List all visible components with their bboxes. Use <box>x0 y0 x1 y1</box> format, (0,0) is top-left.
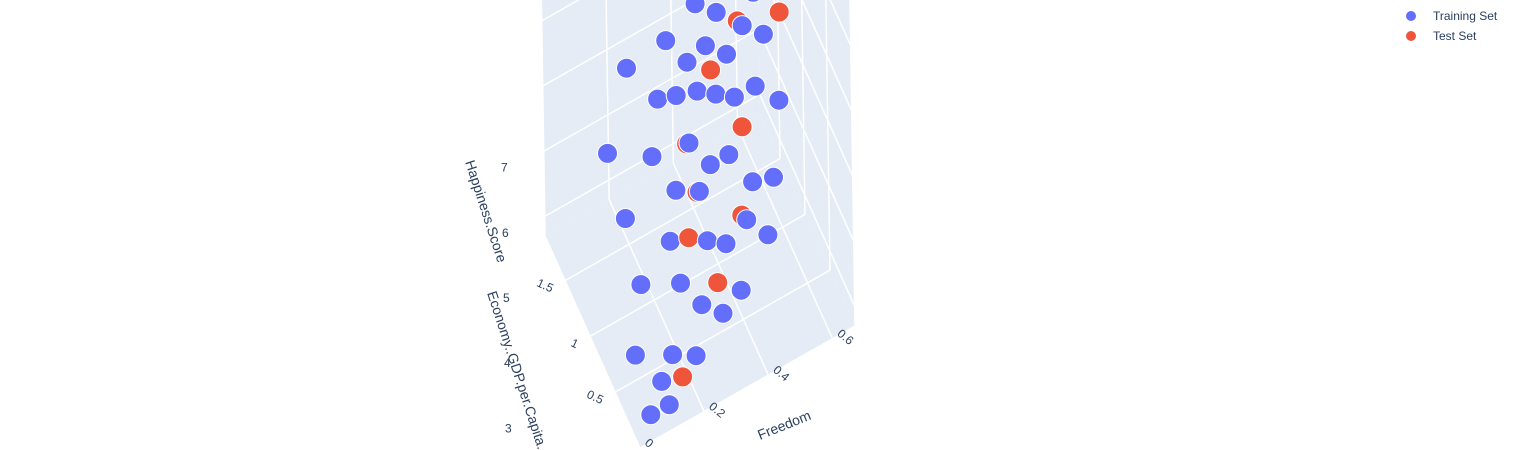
training-point[interactable] <box>731 15 753 37</box>
x-tick-label: 1 <box>569 336 581 352</box>
training-point[interactable] <box>736 209 758 231</box>
x-gridline <box>849 0 856 327</box>
x-tick-label: 0 <box>619 447 631 450</box>
y-gridline <box>670 0 675 164</box>
training-point[interactable] <box>757 224 779 246</box>
test-marker-icon <box>1406 31 1416 41</box>
training-point[interactable] <box>723 86 745 108</box>
y-gridline <box>736 126 834 340</box>
training-point[interactable] <box>768 89 790 111</box>
training-point[interactable] <box>641 146 663 168</box>
z-tick-label: 7 <box>501 161 508 175</box>
z-gridline <box>541 0 580 22</box>
legend-item-test[interactable]: Test Set <box>1400 26 1497 46</box>
axis-panes <box>541 0 855 448</box>
training-point[interactable] <box>686 80 708 102</box>
test-point[interactable] <box>731 116 753 138</box>
y-gridline <box>540 0 546 237</box>
x-gridline <box>614 269 831 393</box>
training-point[interactable] <box>659 230 681 252</box>
training-point[interactable] <box>742 171 764 193</box>
z-tick-label: 5 <box>503 291 510 305</box>
legend: Training Set Test Set <box>1400 6 1497 46</box>
training-point[interactable] <box>678 132 700 154</box>
x-gridline <box>639 325 856 449</box>
training-point[interactable] <box>705 83 727 105</box>
x-tick-label: 1.5 <box>535 276 556 296</box>
test-point[interactable] <box>672 366 694 388</box>
training-point[interactable] <box>743 0 763 3</box>
training-point[interactable] <box>614 208 636 229</box>
y-gridline <box>544 235 641 449</box>
training-point[interactable] <box>752 23 774 45</box>
z-gridline <box>758 28 855 242</box>
z-tick-label: 3 <box>505 421 512 435</box>
legend-item-training[interactable]: Training Set <box>1400 6 1497 26</box>
training-point[interactable] <box>658 394 680 416</box>
test-point[interactable] <box>700 59 722 81</box>
training-point[interactable] <box>730 279 752 301</box>
z-tick-label: 6 <box>502 226 509 240</box>
z-gridline <box>772 0 854 177</box>
floor-pane <box>545 114 855 448</box>
test-point[interactable] <box>768 1 790 23</box>
training-point[interactable] <box>715 233 737 255</box>
legend-label-test: Test Set <box>1433 29 1477 43</box>
z-gridline <box>542 0 696 87</box>
training-point[interactable] <box>616 57 637 79</box>
training-point[interactable] <box>665 85 687 106</box>
training-point[interactable] <box>716 43 737 65</box>
training-point[interactable] <box>630 274 652 296</box>
training-point[interactable] <box>684 0 706 15</box>
training-point[interactable] <box>655 30 677 52</box>
data-points <box>597 0 790 426</box>
z-gridline <box>829 0 852 46</box>
training-point[interactable] <box>744 75 766 97</box>
training-point[interactable] <box>662 344 684 366</box>
training-point[interactable] <box>691 294 713 316</box>
test-point[interactable] <box>707 272 729 294</box>
training-point[interactable] <box>676 51 698 73</box>
legend-label-training: Training Set <box>1433 9 1498 23</box>
training-point[interactable] <box>763 166 784 188</box>
training-point[interactable] <box>685 345 707 367</box>
training-point[interactable] <box>624 344 646 366</box>
training-point[interactable] <box>699 154 721 176</box>
training-point[interactable] <box>712 302 734 324</box>
training-point[interactable] <box>705 1 727 23</box>
training-point[interactable] <box>665 179 687 201</box>
training-point[interactable] <box>640 404 662 426</box>
z-gridline <box>801 0 853 112</box>
tick-labels: 3456700.511.500.20.40.6 <box>501 161 857 450</box>
z-gridline <box>759 94 856 307</box>
y-axis-title: Freedom <box>755 407 813 443</box>
training-point[interactable] <box>670 272 691 294</box>
y-gridline <box>734 0 739 127</box>
test-point[interactable] <box>678 227 700 249</box>
z-tick-label: 4 <box>504 356 511 370</box>
training-point[interactable] <box>688 180 710 202</box>
training-point[interactable] <box>651 370 673 392</box>
training-marker-icon <box>1406 11 1416 21</box>
training-point[interactable] <box>696 230 718 252</box>
training-point[interactable] <box>694 35 716 57</box>
training-point[interactable] <box>718 144 740 166</box>
x-gridline <box>825 0 831 271</box>
training-point[interactable] <box>597 142 618 164</box>
x-tick-label: 0.5 <box>585 387 606 407</box>
x-gridline <box>800 0 806 215</box>
training-point[interactable] <box>647 88 669 110</box>
x-axis-title: Economy..GDP.per.Capita. <box>484 289 550 450</box>
